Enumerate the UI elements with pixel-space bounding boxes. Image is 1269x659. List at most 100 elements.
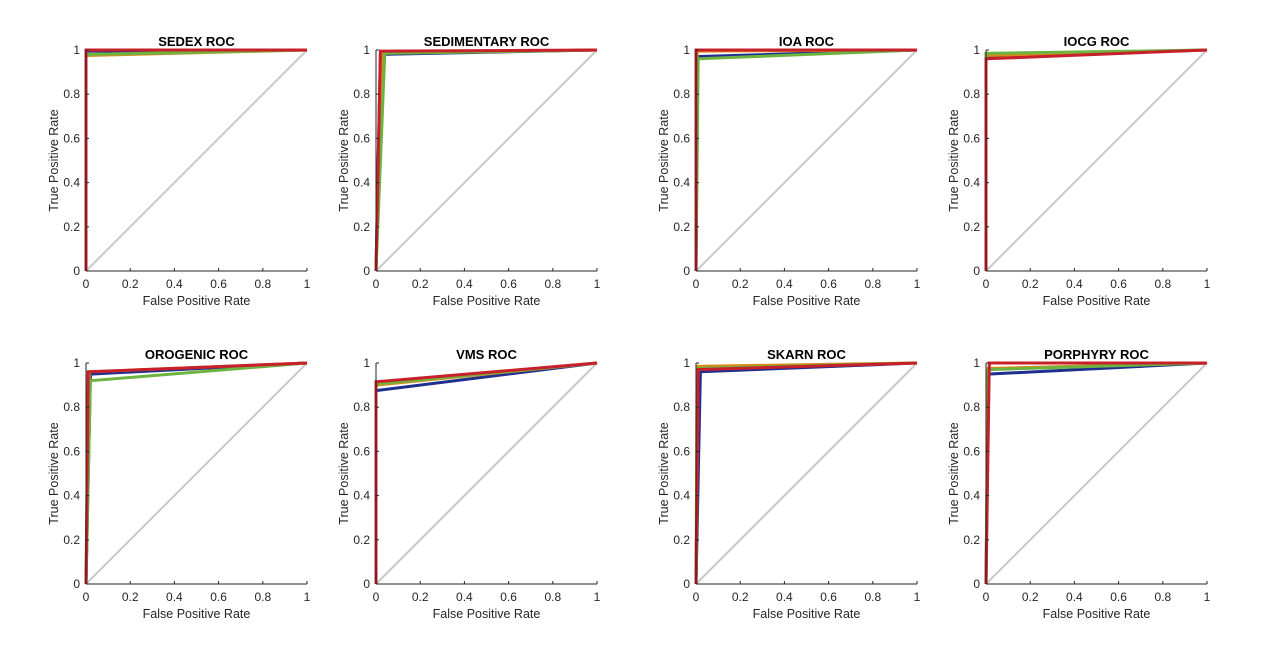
chance-diagonal-line <box>985 362 1208 585</box>
subplot-title: VMS ROC <box>456 347 517 362</box>
y-tick-label: 0.2 <box>673 220 690 234</box>
x-tick-label: 0 <box>373 277 380 291</box>
roc-curve-red <box>84 361 308 585</box>
y-tick-label: 0 <box>683 264 690 278</box>
roc-subplot: 0 0.2 0.4 0.6 0.8 1 0 0.2 0.4 0.6 0.8 1 IOA ROC False… <box>657 34 921 308</box>
x-axis-label: False Positive Rate <box>143 294 251 308</box>
y-tick-label: 1 <box>683 356 690 370</box>
x-tick-label: 0.4 <box>456 590 473 604</box>
y-tick-label: 1 <box>973 356 980 370</box>
x-tick-label: 0 <box>83 590 90 604</box>
x-tick-label: 1 <box>304 277 311 291</box>
y-tick-label: 0 <box>73 264 80 278</box>
roc-subplot: 0 0.2 0.4 0.6 0.8 1 0 0.2 0.4 0.6 0.8 1 IOCG ROC Fals… <box>947 34 1211 308</box>
subplot-title: SEDIMENTARY ROC <box>424 34 550 49</box>
roc-subplot: 0 0.2 0.4 0.6 0.8 1 0 0.2 0.4 0.6 0.8 1 PORPHYRY ROC… <box>947 347 1211 621</box>
y-tick-label: 0.6 <box>673 131 690 145</box>
y-tick-label: 0.4 <box>673 489 690 503</box>
x-tick-label: 0.4 <box>776 590 793 604</box>
y-axis-label: True Positive Rate <box>47 422 61 524</box>
y-axis-label: True Positive Rate <box>337 422 351 524</box>
x-tick-label: 0.2 <box>122 590 139 604</box>
y-tick-label: 0 <box>973 577 980 591</box>
x-tick-label: 0.6 <box>820 277 837 291</box>
y-tick-label: 0.4 <box>963 489 980 503</box>
x-tick-label: 1 <box>1204 277 1211 291</box>
y-tick-label: 1 <box>73 43 80 57</box>
chance-diagonal-line <box>375 49 598 272</box>
subplot-title: SEDEX ROC <box>158 34 235 49</box>
y-tick-label: 0 <box>363 577 370 591</box>
x-tick-label: 0.2 <box>1022 590 1039 604</box>
roc-subplot: 0 0.2 0.4 0.6 0.8 1 0 0.2 0.4 0.6 0.8 1 SEDEX ROC Fal… <box>47 34 311 308</box>
y-axis-label: True Positive Rate <box>47 109 61 211</box>
roc-subplot: 0 0.2 0.4 0.6 0.8 1 0 0.2 0.4 0.6 0.8 1 VMS ROC False… <box>337 347 601 621</box>
x-axis-label: False Positive Rate <box>143 607 251 621</box>
roc-subplot: 0 0.2 0.4 0.6 0.8 1 0 0.2 0.4 0.6 0.8 1 SEDIMENTARY … <box>337 34 601 308</box>
chance-diagonal-line <box>375 362 598 585</box>
y-tick-label: 0.4 <box>353 489 370 503</box>
x-tick-label: 0.2 <box>412 590 429 604</box>
chance-diagonal-line <box>85 362 308 585</box>
y-tick-label: 0 <box>363 264 370 278</box>
y-tick-label: 0 <box>683 577 690 591</box>
y-tick-label: 0.8 <box>963 87 980 101</box>
y-tick-label: 1 <box>73 356 80 370</box>
x-tick-label: 0.4 <box>456 277 473 291</box>
y-tick-label: 0.2 <box>353 533 370 547</box>
chance-diagonal-line <box>985 49 1208 272</box>
x-tick-label: 0.2 <box>732 590 749 604</box>
x-tick-label: 0 <box>83 277 90 291</box>
x-tick-label: 0.4 <box>1066 277 1083 291</box>
roc-curve-red <box>694 361 918 585</box>
y-axis-label: True Positive Rate <box>947 422 961 524</box>
chance-diagonal-line <box>85 49 308 272</box>
y-tick-label: 0.6 <box>63 444 80 458</box>
y-tick-label: 0 <box>973 264 980 278</box>
y-tick-label: 0.2 <box>63 533 80 547</box>
y-tick-label: 0.8 <box>673 400 690 414</box>
x-tick-label: 0.4 <box>166 590 183 604</box>
y-tick-label: 0.6 <box>963 444 980 458</box>
y-tick-label: 0.4 <box>63 176 80 190</box>
y-axis-label: True Positive Rate <box>947 109 961 211</box>
y-tick-label: 0.8 <box>673 87 690 101</box>
y-tick-label: 0.6 <box>353 131 370 145</box>
y-tick-label: 0.4 <box>673 176 690 190</box>
chance-diagonal-line <box>695 49 918 272</box>
x-tick-label: 0.8 <box>254 590 271 604</box>
x-axis-label: False Positive Rate <box>753 294 861 308</box>
y-tick-label: 1 <box>973 43 980 57</box>
x-tick-label: 0.2 <box>122 277 139 291</box>
x-tick-label: 0.4 <box>1066 590 1083 604</box>
x-tick-label: 0 <box>983 277 990 291</box>
x-tick-label: 1 <box>914 590 921 604</box>
x-tick-label: 1 <box>594 277 601 291</box>
x-tick-label: 0.8 <box>1154 277 1171 291</box>
x-axis-label: False Positive Rate <box>753 607 861 621</box>
x-axis-label: False Positive Rate <box>433 294 541 308</box>
x-tick-label: 0.6 <box>1110 590 1127 604</box>
subplot-title: OROGENIC ROC <box>145 347 249 362</box>
y-tick-label: 0.6 <box>673 444 690 458</box>
x-axis-label: False Positive Rate <box>1043 294 1151 308</box>
y-tick-label: 0.4 <box>63 489 80 503</box>
y-tick-label: 0 <box>73 577 80 591</box>
x-tick-label: 0.6 <box>1110 277 1127 291</box>
x-tick-label: 0.8 <box>544 277 561 291</box>
y-tick-label: 0.2 <box>963 533 980 547</box>
x-tick-label: 0.8 <box>254 277 271 291</box>
y-tick-label: 0.6 <box>963 131 980 145</box>
x-tick-label: 0.6 <box>210 277 227 291</box>
x-tick-label: 0.4 <box>166 277 183 291</box>
y-tick-label: 1 <box>363 43 370 57</box>
x-tick-label: 1 <box>914 277 921 291</box>
x-tick-label: 0.8 <box>544 590 561 604</box>
y-tick-label: 0.2 <box>63 220 80 234</box>
y-tick-label: 0.2 <box>673 533 690 547</box>
y-tick-label: 0.8 <box>353 87 370 101</box>
x-tick-label: 0 <box>373 590 380 604</box>
x-tick-label: 0.8 <box>864 277 881 291</box>
roc-subplot: 0 0.2 0.4 0.6 0.8 1 0 0.2 0.4 0.6 0.8 1 SKARN ROC Fal… <box>657 347 921 621</box>
